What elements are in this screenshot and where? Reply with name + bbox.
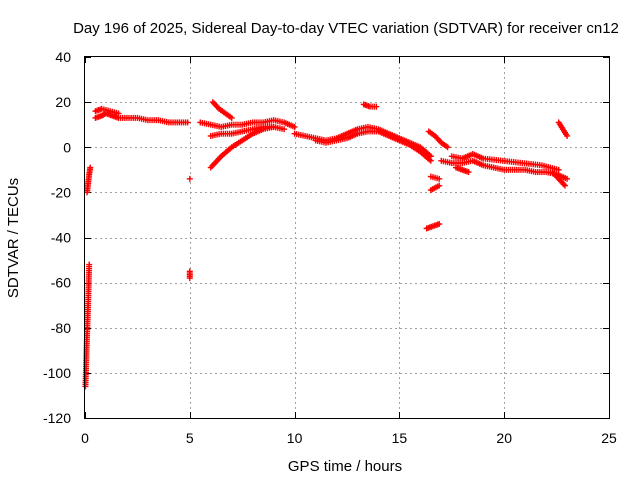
y-tick-labels: -120 -100 -80 -60 -40 -20 0 20 40	[43, 49, 71, 426]
y-tick-label: -100	[43, 365, 71, 381]
data-point	[564, 175, 571, 182]
y-axis-label: SDTVAR / TECUs	[5, 178, 22, 298]
x-tick-label: 15	[392, 430, 408, 446]
y-tick-label: 0	[63, 139, 71, 155]
data-point	[270, 123, 277, 130]
data-point	[427, 157, 434, 164]
data-point	[184, 119, 191, 126]
data-point	[87, 164, 94, 171]
data-point	[186, 275, 193, 282]
y-tick-label: 20	[55, 94, 71, 110]
data-point	[291, 123, 298, 130]
x-tick-label: 20	[496, 430, 512, 446]
y-tick-label: -60	[51, 275, 71, 291]
data-points	[82, 99, 571, 390]
y-tick-label: -40	[51, 230, 71, 246]
x-tick-label: 25	[601, 430, 617, 446]
y-tick-label: -80	[51, 320, 71, 336]
y-tick-label: -20	[51, 184, 71, 200]
data-point	[281, 126, 288, 133]
x-tick-labels: 0 5 10 15 20 25	[81, 430, 617, 446]
y-tick-label: 40	[55, 49, 71, 65]
data-point	[115, 110, 122, 117]
y-tick-label: -120	[43, 410, 71, 426]
data-point	[555, 166, 562, 173]
data-point	[444, 144, 451, 151]
data-point	[561, 182, 568, 189]
x-tick-label: 0	[81, 430, 89, 446]
chart-title: Day 196 of 2025, Sidereal Day-to-day VTE…	[73, 20, 619, 37]
data-point	[465, 169, 472, 176]
data-point	[373, 103, 380, 110]
x-axis-label: GPS time / hours	[288, 458, 402, 475]
data-point	[564, 132, 571, 139]
data-point	[436, 220, 443, 227]
axis-ticks	[85, 57, 610, 419]
data-point	[436, 182, 443, 189]
x-tick-label: 5	[186, 430, 194, 446]
data-point	[436, 175, 443, 182]
data-point	[186, 175, 193, 182]
data-point	[228, 114, 235, 121]
data-point	[86, 261, 93, 268]
grid-lines	[85, 57, 609, 418]
x-tick-label: 10	[287, 430, 303, 446]
plot-frame	[84, 56, 610, 419]
